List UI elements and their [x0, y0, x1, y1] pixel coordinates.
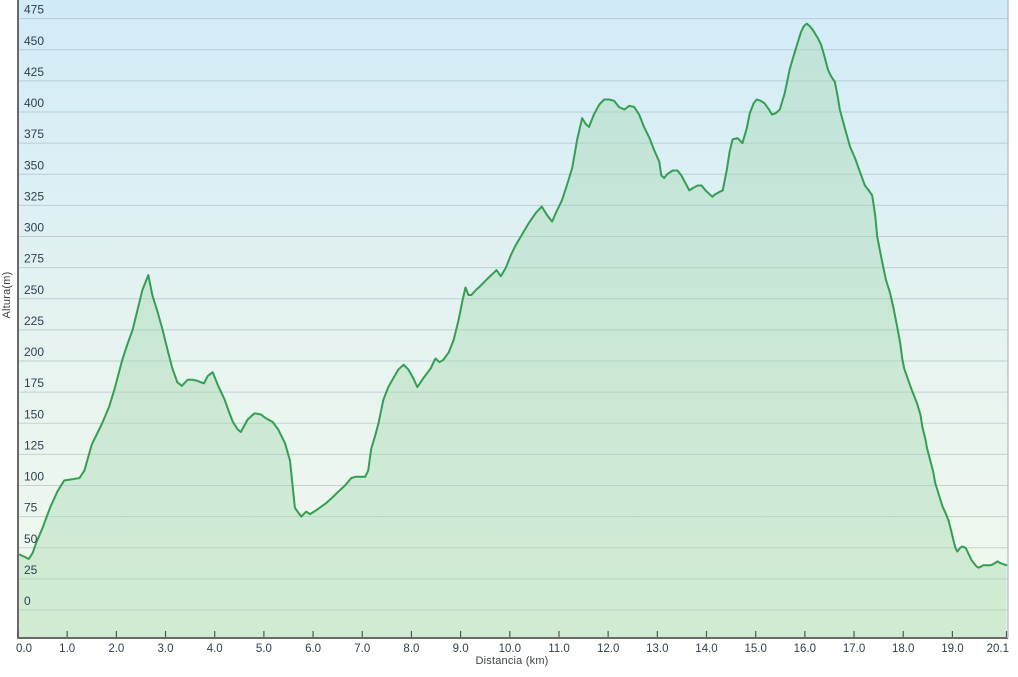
elevation-line — [17, 22, 1008, 569]
x-axis-ticks — [17, 631, 1008, 637]
svg-text:18.0: 18.0 — [892, 643, 914, 655]
svg-text:8.0: 8.0 — [403, 643, 419, 655]
svg-text:100: 100 — [24, 470, 44, 484]
svg-text:15.0: 15.0 — [744, 643, 766, 655]
svg-text:475: 475 — [24, 3, 44, 17]
svg-text:375: 375 — [24, 127, 44, 141]
svg-text:12.0: 12.0 — [597, 643, 619, 655]
svg-text:17.0: 17.0 — [843, 643, 865, 655]
svg-text:275: 275 — [24, 252, 44, 266]
svg-text:6.0: 6.0 — [305, 643, 321, 655]
plot-area[interactable] — [18, 0, 1008, 638]
svg-text:225: 225 — [24, 314, 44, 328]
svg-text:0: 0 — [24, 594, 31, 608]
svg-text:2.0: 2.0 — [108, 643, 124, 655]
y-gridlines — [18, 18, 1008, 611]
svg-text:350: 350 — [24, 158, 44, 172]
svg-text:16.0: 16.0 — [794, 643, 816, 655]
x-axis-title: Distancia (km) — [475, 655, 549, 667]
svg-text:425: 425 — [24, 65, 44, 79]
svg-text:4.0: 4.0 — [207, 643, 223, 655]
svg-text:150: 150 — [24, 407, 44, 421]
svg-text:5.0: 5.0 — [256, 643, 272, 655]
svg-text:1.0: 1.0 — [59, 643, 75, 655]
svg-text:10.0: 10.0 — [499, 643, 521, 655]
svg-text:250: 250 — [24, 283, 44, 297]
svg-text:3.0: 3.0 — [158, 643, 174, 655]
svg-text:200: 200 — [24, 345, 44, 359]
y-axis-title: Altura(m) — [1, 271, 13, 319]
svg-text:300: 300 — [24, 221, 44, 235]
svg-text:450: 450 — [24, 34, 44, 48]
svg-text:13.0: 13.0 — [646, 643, 668, 655]
x-axis-labels: 0.0 1.0 2.0 3.0 4.0 5.0 6.0 7.0 8.0 9.0 10.0 11.0 12… — [16, 643, 1009, 655]
svg-text:125: 125 — [24, 438, 44, 452]
svg-text:175: 175 — [24, 376, 44, 390]
svg-text:50: 50 — [24, 532, 38, 546]
svg-text:325: 325 — [24, 189, 44, 203]
svg-text:19.0: 19.0 — [941, 643, 963, 655]
svg-text:14.0: 14.0 — [695, 643, 717, 655]
svg-text:11.0: 11.0 — [548, 643, 570, 655]
elevation-area — [18, 23, 1007, 639]
svg-text:9.0: 9.0 — [453, 643, 469, 655]
svg-text:75: 75 — [24, 501, 38, 515]
svg-text:7.0: 7.0 — [354, 643, 370, 655]
svg-text:0.0: 0.0 — [16, 643, 32, 655]
svg-text:20.1: 20.1 — [987, 643, 1009, 655]
svg-text:400: 400 — [24, 96, 44, 110]
y-axis-labels: 0 25 50 75 100 125 150 175 200 225 250 275 300 325 350… — [24, 3, 44, 608]
svg-text:25: 25 — [24, 563, 38, 577]
